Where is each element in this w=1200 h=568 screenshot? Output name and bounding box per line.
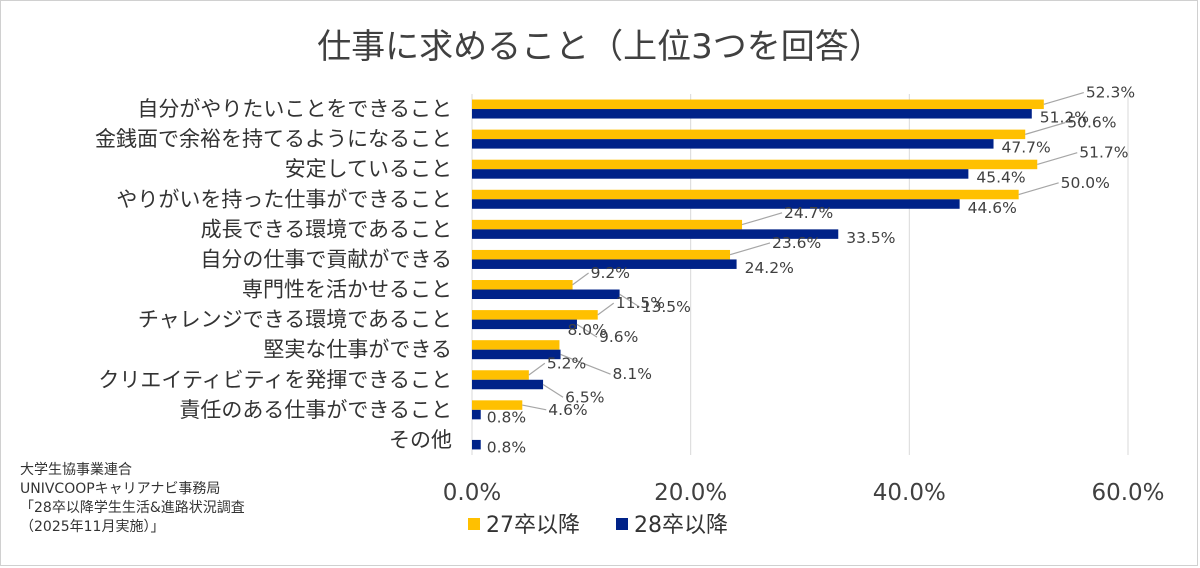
data-label: 24.2% [745,259,794,277]
leader-line [572,272,589,286]
category-label: 責任のある仕事ができること [179,398,452,422]
leader-line [1037,152,1078,166]
data-label: 44.6% [968,199,1017,217]
legend-swatch [468,518,480,530]
leader-lines [522,91,1084,411]
category-label: 自分の仕事で貢献ができる [200,247,452,271]
data-label: 51.7% [1079,144,1128,162]
data-label: 24.7% [784,204,833,222]
bar [472,229,839,239]
bar [472,219,743,230]
data-label: 9.6% [599,328,638,346]
x-tick-labels: 0.0% 20.0% 40.0% 60.0% [443,480,1165,506]
legend-label: 28卒以降 [634,513,728,538]
leader-line [1018,182,1059,196]
data-label: 47.7% [1002,139,1051,157]
data-label: 23.6% [772,234,821,252]
bar [472,289,620,300]
leader-line [542,384,564,398]
x-tick-label: 20.0% [654,480,727,506]
category-label: 成長できる環境であること [201,217,452,241]
category-label: 安定していること [285,157,452,181]
legend: 27卒以降 28卒以降 [468,513,728,538]
bar [472,319,577,330]
data-label: 11.5% [616,294,665,312]
data-label: 50.6% [1067,114,1116,132]
bar [472,169,969,179]
bars [472,99,1044,450]
x-tick-label: 40.0% [873,480,946,506]
leader-line [741,212,783,226]
data-label: 8.1% [613,365,652,383]
bar [472,370,529,380]
leader-line [729,242,771,256]
bar [472,310,598,320]
bar [472,109,1032,119]
bar [472,280,573,290]
leader-line [560,353,611,375]
data-label: 50.0% [1061,174,1110,192]
x-tick-label: 0.0% [443,480,501,506]
bar [472,159,1038,170]
category-label: 堅実な仕事ができる [263,338,452,362]
bar [472,249,731,260]
data-label: 13.5% [642,298,691,316]
data-label: 6.5% [565,388,604,406]
data-label: 45.4% [976,169,1025,187]
data-label: 5.2% [547,354,586,372]
bar [472,379,544,390]
category-label: やりがいを持った仕事ができること [116,187,452,211]
leader-line [576,323,598,338]
source-note: 大学生協事業連合 UNIVCOOPキャリアナビ事務局 「28卒以降学生生活&進路… [20,461,245,537]
category-label: 自分がやりたいことをできること [137,97,452,121]
category-labels: 自分がやりたいことをできること金銭面で余裕を持てるようになること安定していること… [95,97,452,452]
source-line: 「28卒以降学生生活&進路状況調査 [20,500,245,516]
x-tick-label: 60.0% [1091,480,1164,506]
gridlines [471,94,1129,455]
source-line: UNIVCOOPキャリアナビ事務局 [20,481,221,497]
data-label: 0.8% [487,408,526,426]
bar [472,129,1026,140]
legend-label: 27卒以降 [486,513,580,538]
leader-line [1025,122,1066,135]
legend-swatch [616,518,628,530]
data-label: 4.6% [548,401,587,419]
bar [472,409,481,420]
bar [472,340,560,350]
source-line: 大学生協事業連合 [20,462,132,478]
data-label: 51.2% [1040,109,1089,127]
data-labels: 52.3% 51.2%50.6% 47.7% 51.7% 45.4% 50.0% 44.6%… [487,84,1135,457]
bar [472,259,737,269]
bar [472,189,1019,200]
leader-line [522,404,547,411]
data-label: 9.2% [591,264,630,282]
bar [472,349,561,360]
bar [472,439,481,450]
data-label: 52.3% [1086,84,1135,102]
leader-line [619,293,640,308]
bar [472,400,523,410]
leader-line [1043,91,1084,105]
category-label: 専門性を活かせること [242,278,452,302]
chart-title: 仕事に求めること（上位3つを回答） [317,27,883,67]
category-label: その他 [389,428,452,452]
data-label: 8.0% [567,321,606,339]
data-label: 33.5% [846,229,895,247]
leader-line [597,302,615,316]
category-label: チャレンジできる環境であること [138,308,452,332]
data-label: 0.8% [487,438,526,456]
bar [472,199,960,209]
category-label: クリエイティビティを発揮できること [98,368,452,392]
bar [472,139,994,149]
category-label: 金銭面で余裕を持てるようになること [95,127,452,151]
source-line: （2025年11月実施）」 [20,519,165,535]
leader-line [528,362,546,376]
bar [472,99,1044,110]
